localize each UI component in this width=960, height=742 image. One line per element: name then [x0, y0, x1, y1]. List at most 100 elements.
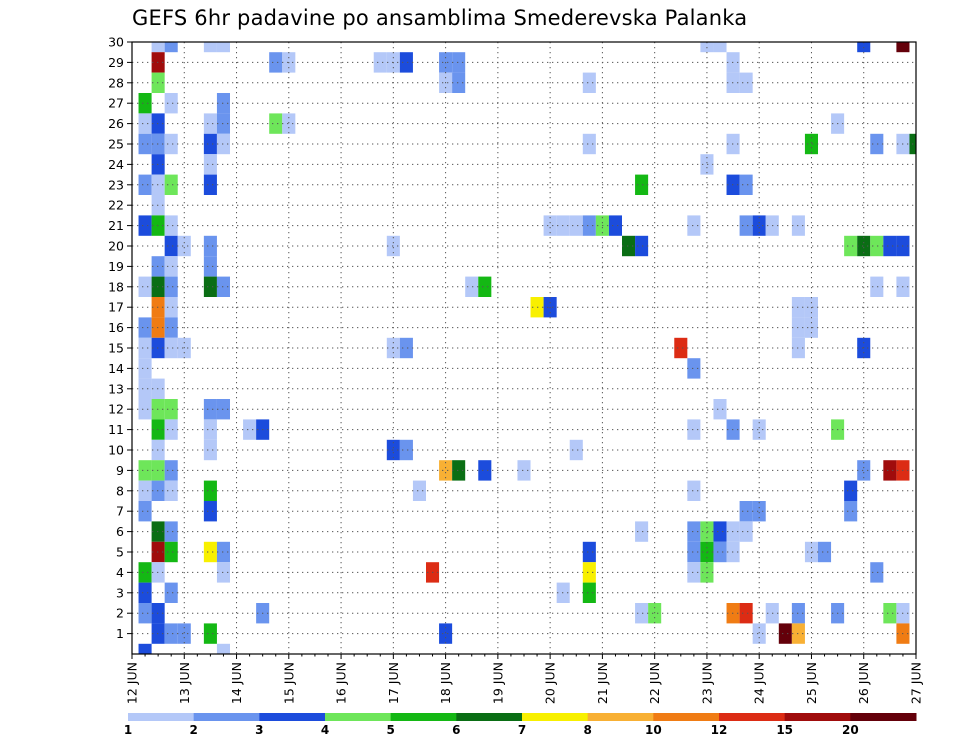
colorbar-label: 2 — [189, 723, 197, 737]
heatmap-cell — [216, 399, 230, 420]
heatmap-cell — [713, 42, 727, 53]
colorbar-segment — [390, 713, 457, 721]
heatmap-cell — [687, 562, 701, 583]
y-tick-label: 24 — [108, 157, 124, 172]
heatmap-cell — [687, 358, 701, 379]
y-tick-label: 8 — [116, 483, 124, 498]
heatmap-cell — [399, 439, 413, 461]
heatmap-cell — [269, 113, 283, 134]
y-tick-label: 15 — [108, 341, 124, 356]
x-tick-label: 27 JUN — [909, 662, 924, 704]
colorbar-label: 1 — [124, 723, 132, 737]
y-tick-label: 28 — [108, 75, 124, 90]
heatmap-cell — [844, 480, 858, 501]
heatmap-cell — [164, 480, 178, 501]
heatmap-cell — [203, 113, 217, 134]
colorbar-label: 8 — [583, 723, 591, 737]
heatmap-cell — [164, 399, 178, 420]
heatmap-cell — [386, 439, 400, 461]
y-axis: 1234567891011121314151617181920212223242… — [108, 35, 132, 641]
heatmap-cell — [752, 501, 766, 522]
heatmap-cell — [386, 235, 400, 257]
heatmap-cell — [151, 42, 165, 53]
heatmap-cell — [164, 235, 178, 257]
x-tick-label: 12 JUN — [125, 662, 140, 704]
colorbar-segment — [719, 713, 786, 721]
heatmap-cell — [857, 460, 871, 481]
heatmap-cell — [687, 480, 701, 501]
y-tick-label: 2 — [116, 606, 124, 621]
heatmap-cell — [478, 276, 492, 297]
heatmap-cell — [739, 215, 753, 236]
heatmap-cell — [635, 603, 649, 624]
heatmap-cell — [870, 562, 884, 583]
x-tick-label: 17 JUN — [386, 662, 401, 704]
heatmap-cell — [216, 562, 230, 583]
x-tick-label: 19 JUN — [490, 662, 505, 704]
colorbar-segment — [653, 713, 720, 721]
x-tick-label: 13 JUN — [177, 662, 192, 704]
heatmap-cell — [138, 460, 152, 481]
heatmap-cell — [439, 460, 453, 481]
heatmap-cell — [177, 235, 191, 257]
heatmap-cell — [164, 133, 178, 155]
heatmap-cell — [138, 480, 152, 501]
heatmap-cell — [713, 541, 727, 563]
heatmap-cell — [243, 419, 257, 440]
heatmap-cell — [713, 521, 727, 542]
y-tick-label: 6 — [116, 524, 124, 539]
heatmap-cell — [582, 582, 596, 603]
heatmap-cell — [883, 460, 897, 481]
heatmap-cell — [138, 378, 152, 399]
heatmap-cell — [870, 276, 884, 297]
heatmap-cell — [138, 337, 152, 359]
heatmap-cell — [399, 52, 413, 73]
x-tick-label: 24 JUN — [752, 662, 767, 704]
heatmap-cell — [373, 52, 387, 73]
heatmap-cell — [138, 358, 152, 379]
x-tick-label: 23 JUN — [699, 662, 714, 704]
y-tick-label: 12 — [108, 402, 124, 417]
heatmap-cell — [791, 337, 805, 359]
x-tick-label: 20 JUN — [543, 662, 558, 704]
heatmap-cell — [739, 501, 753, 522]
heatmap-cell — [269, 52, 283, 73]
heatmap-cell — [203, 174, 217, 195]
heatmap-cell — [399, 337, 413, 359]
heatmap-cell — [739, 521, 753, 542]
heatmap-cell — [791, 297, 805, 318]
heatmap-cell — [164, 215, 178, 236]
colorbar-segment — [587, 713, 654, 721]
y-tick-label: 1 — [116, 626, 124, 641]
heatmap-cell — [203, 541, 217, 563]
heatmap-cell — [818, 541, 832, 563]
heatmap-cell — [216, 133, 230, 155]
heatmap-cell — [883, 603, 897, 624]
heatmap-cell — [635, 174, 649, 195]
chart-title: GEFS 6hr padavine po ansamblima Smederev… — [132, 6, 748, 30]
heatmap-cell — [216, 113, 230, 134]
heatmap-cell — [138, 113, 152, 134]
heatmap-cell — [608, 215, 622, 236]
heatmap-cell — [177, 623, 191, 644]
heatmap-cell — [164, 317, 178, 338]
heatmap-cell — [216, 643, 230, 654]
heatmap-cell — [791, 603, 805, 624]
heatmap-cell — [452, 460, 466, 481]
y-tick-label: 20 — [108, 239, 124, 254]
heatmap-cell — [138, 582, 152, 603]
heatmap-cell — [138, 399, 152, 420]
heatmap-cell — [164, 623, 178, 644]
heatmap-cell — [857, 235, 871, 257]
y-tick-label: 18 — [108, 279, 124, 294]
colorbar-legend: 1 2 3 4 5 6 7 8 10 12 15 20 — [124, 713, 917, 737]
grid-layer — [132, 42, 916, 654]
colorbar-segment — [850, 713, 917, 721]
heatmap-cell — [844, 235, 858, 257]
heatmap-cell — [582, 133, 596, 155]
heatmap-cell — [203, 439, 217, 461]
heatmap-cell — [164, 256, 178, 277]
colorbar-segment — [193, 713, 260, 721]
colorbar-segment — [784, 713, 851, 721]
